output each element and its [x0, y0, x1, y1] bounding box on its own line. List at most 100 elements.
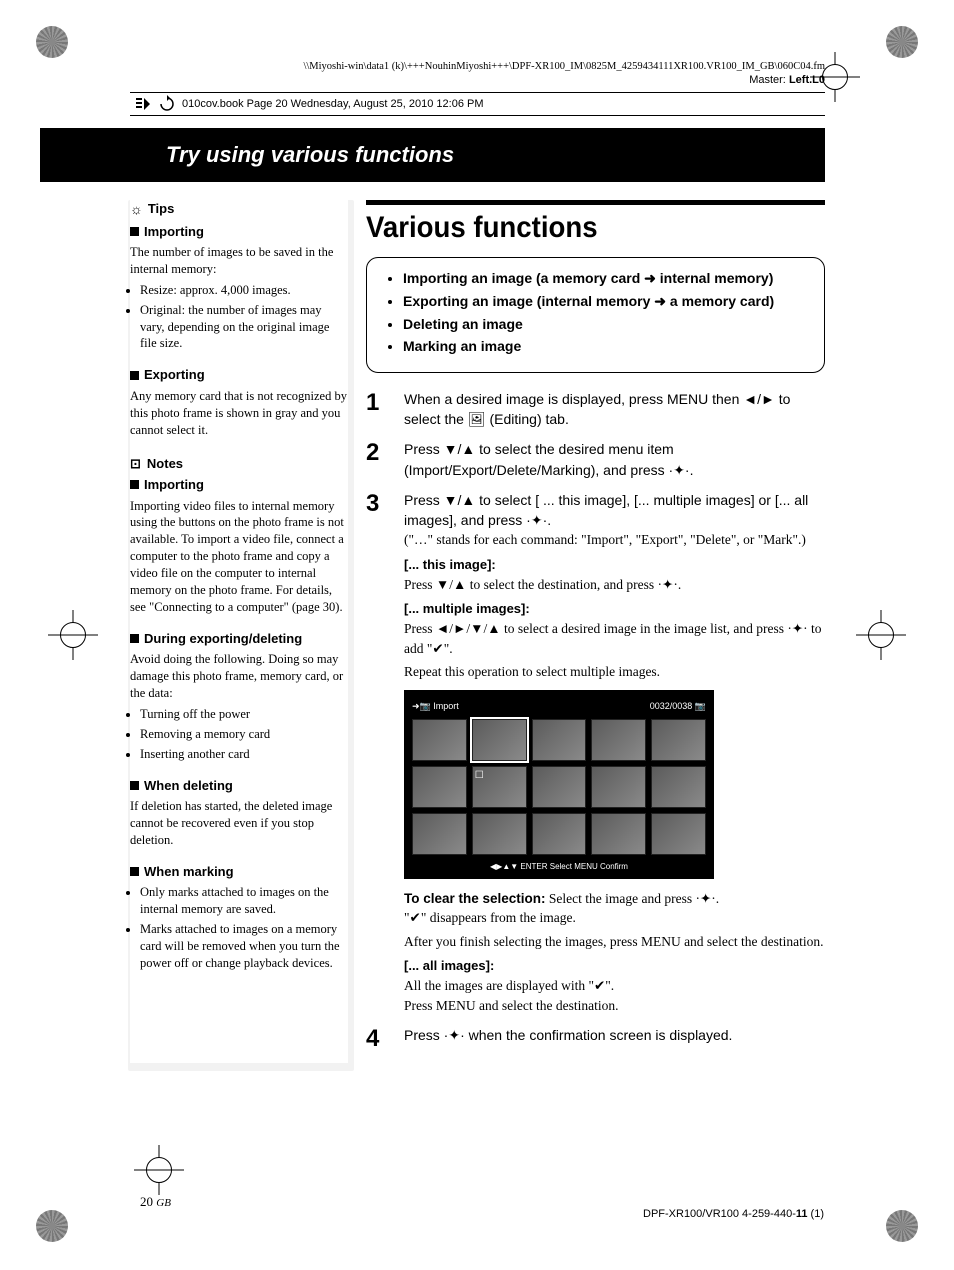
reg-mark-br	[882, 1206, 922, 1246]
during-list: Turning off the power Removing a memory …	[140, 706, 348, 763]
all-images-body2: Press MENU and select the destination.	[404, 996, 825, 1016]
step-number: 3	[366, 490, 390, 1015]
thumbnail	[651, 813, 706, 855]
panel-footer: ◀▶▲▼ ENTER Select MENU Confirm	[412, 861, 706, 873]
thumbnail	[532, 719, 587, 761]
feature-box: Importing an image (a memory card ➜ inte…	[366, 257, 825, 373]
lightbulb-icon: ☼	[130, 200, 143, 219]
band-title: Try using various functions	[166, 142, 825, 168]
header-path: \\Miyoshi-win\data1 (k)\+++NouhinMiyoshi…	[130, 60, 825, 74]
crop-mark-right	[856, 610, 906, 660]
this-image-label: [... this image]:	[404, 556, 825, 575]
reg-mark-bl	[32, 1206, 72, 1246]
main-column: Various functions Importing an image (a …	[366, 200, 825, 1064]
steps: 1 When a desired image is displayed, pre…	[366, 389, 825, 1054]
importing2-body: Importing video files to internal memory…	[130, 498, 348, 616]
when-deleting-header: When deleting	[130, 777, 348, 795]
clear-selection: To clear the selection: Select the image…	[404, 889, 825, 909]
book-bar: 010cov.book Page 20 Wednesday, August 25…	[130, 92, 825, 116]
step-body: Press ·✦· when the confirmation screen i…	[404, 1025, 825, 1053]
step-body: Press ▼/▲ to select [ ... this image], […	[404, 490, 825, 1015]
header-master: Master: Left.L0	[130, 74, 825, 86]
step-1: 1 When a desired image is displayed, pre…	[366, 389, 825, 430]
list-item: Inserting another card	[140, 746, 348, 763]
import-thumbnail-panel: ➜📷 Import 0032/0038 📷	[404, 690, 714, 879]
reg-mark-tr	[882, 22, 922, 62]
all-images-label: [... all images]:	[404, 957, 825, 976]
thumbnail	[532, 813, 587, 855]
importing-list: Resize: approx. 4,000 images. Original: …	[140, 282, 348, 353]
step-3: 3 Press ▼/▲ to select [ ... this image],…	[366, 490, 825, 1015]
thumbnail	[591, 766, 646, 808]
importing-body: The number of images to be saved in the …	[130, 244, 348, 278]
step-body: Press ▼/▲ to select the desired menu ite…	[404, 439, 825, 480]
feature-marking: Marking an image	[403, 338, 808, 354]
heading-rule	[366, 200, 825, 205]
clear-body1: Select the image and press ·✦·.	[546, 891, 720, 906]
rotate-icon	[158, 95, 176, 113]
thumbnail-checked	[472, 766, 527, 808]
step-number: 1	[366, 389, 390, 430]
list-item: Turning off the power	[140, 706, 348, 723]
feature-deleting: Deleting an image	[403, 316, 808, 332]
list-item: Original: the number of images may vary,…	[140, 302, 348, 353]
step3-line1: Press ▼/▲ to select [ ... this image], […	[404, 492, 808, 528]
when-marking-header: When marking	[130, 863, 348, 881]
thumbnail	[651, 719, 706, 761]
step-4: 4 Press ·✦· when the confirmation screen…	[366, 1025, 825, 1053]
thumbnail	[591, 719, 646, 761]
book-line: 010cov.book Page 20 Wednesday, August 25…	[182, 98, 484, 110]
thumbnail	[412, 766, 467, 808]
page: \\Miyoshi-win\data1 (k)\+++NouhinMiyoshi…	[130, 60, 825, 1063]
book-icon	[134, 95, 152, 113]
step3-note: ("…" stands for each command: "Import", …	[404, 530, 825, 550]
list-item: Removing a memory card	[140, 726, 348, 743]
page-title: Various functions	[366, 211, 788, 245]
multiple-images-body2: Repeat this operation to select multiple…	[404, 662, 825, 682]
step-2: 2 Press ▼/▲ to select the desired menu i…	[366, 439, 825, 480]
clear-body3: After you finish selecting the images, p…	[404, 932, 825, 952]
list-item: Marks attached to images on a memory car…	[140, 921, 348, 972]
thumbnail	[591, 813, 646, 855]
thumbnail	[412, 813, 467, 855]
panel-title: ➜📷 Import	[412, 700, 459, 713]
crop-mark-bl	[134, 1145, 184, 1195]
master-label: Master:	[749, 74, 786, 86]
crop-mark-left	[48, 610, 98, 660]
clear-label: To clear the selection:	[404, 891, 546, 906]
thumbnail	[412, 719, 467, 761]
feature-importing: Importing an image (a memory card ➜ inte…	[403, 270, 808, 287]
all-images-body1: All the images are displayed with "✔".	[404, 976, 825, 996]
exporting-body: Any memory card that is not recognized b…	[130, 388, 348, 439]
list-item: Resize: approx. 4,000 images.	[140, 282, 348, 299]
notes-icon: ⊡	[130, 455, 141, 473]
thumbnail-selected	[472, 719, 527, 761]
page-number: 20 GB	[140, 1194, 171, 1210]
during-header: During exporting/deleting	[130, 630, 348, 648]
thumbnail	[472, 813, 527, 855]
importing-header: Importing	[130, 223, 348, 241]
step-number: 4	[366, 1025, 390, 1053]
during-body: Avoid doing the following. Doing so may …	[130, 651, 348, 702]
panel-counter: 0032/0038 📷	[650, 700, 706, 713]
exporting-header: Exporting	[130, 366, 348, 384]
list-item: Only marks attached to images on the int…	[140, 884, 348, 918]
when-marking-list: Only marks attached to images on the int…	[140, 884, 348, 971]
importing2-header: Importing	[130, 476, 348, 494]
thumbnail	[651, 766, 706, 808]
thumbnail-grid	[412, 719, 706, 855]
tips-header: ☼ Tips	[130, 200, 348, 219]
master-value: Left.L0	[789, 74, 825, 86]
step-number: 2	[366, 439, 390, 480]
clear-body2: "✔" disappears from the image.	[404, 908, 825, 928]
when-deleting-body: If deletion has started, the deleted ima…	[130, 798, 348, 849]
multiple-images-label: [... multiple images]:	[404, 600, 825, 619]
step-body: When a desired image is displayed, press…	[404, 389, 825, 430]
footer-right: DPF-XR100/VR100 4-259-440-11 (1)	[643, 1208, 824, 1220]
multiple-images-body1: Press ◄/►/▼/▲ to select a desired image …	[404, 619, 825, 658]
this-image-body: Press ▼/▲ to select the destination, and…	[404, 575, 825, 595]
notes-header: ⊡ Notes	[130, 455, 348, 473]
tips-label: Tips	[148, 200, 175, 218]
reg-mark-tl	[32, 22, 72, 62]
sidebar: ☼ Tips Importing The number of images to…	[130, 200, 348, 1064]
